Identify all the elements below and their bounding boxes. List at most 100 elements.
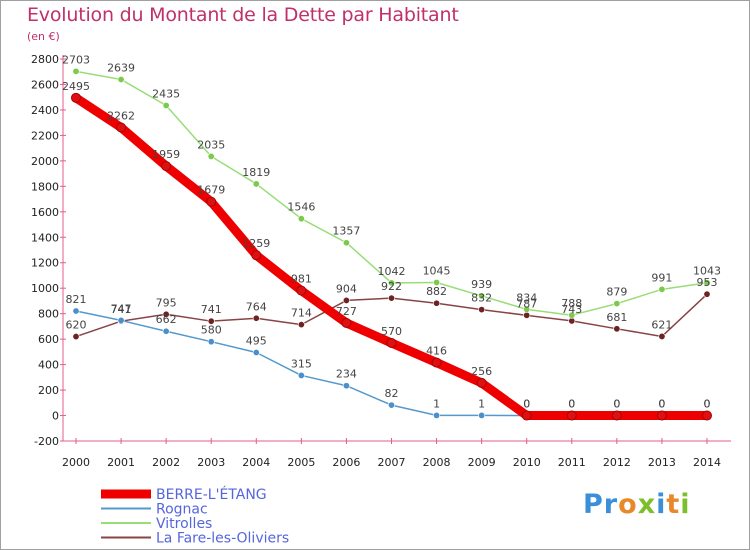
- data-label: 953: [697, 276, 718, 289]
- series-line: [75, 70, 708, 316]
- data-point: [72, 67, 80, 75]
- x-tick-label: 2001: [107, 456, 135, 469]
- data-point: [387, 294, 395, 302]
- x-tick-label: 2004: [242, 456, 270, 469]
- data-point: [658, 332, 666, 340]
- data-point: [387, 401, 395, 409]
- data-label: 787: [516, 297, 537, 310]
- data-point: [206, 196, 217, 207]
- data-point: [161, 161, 172, 172]
- y-tick-label: 800: [38, 308, 59, 321]
- data-label: 714: [291, 307, 312, 320]
- y-tick-label: 1800: [31, 180, 59, 193]
- data-label: 939: [471, 278, 492, 291]
- data-label: 741: [201, 303, 222, 316]
- data-point: [386, 337, 397, 348]
- data-label: 1546: [287, 201, 315, 214]
- data-label: 0: [523, 398, 530, 411]
- data-point: [297, 371, 305, 379]
- data-point: [523, 305, 531, 313]
- data-point: [342, 239, 350, 247]
- data-point: [162, 101, 170, 109]
- data-label: 1043: [693, 265, 721, 278]
- x-tick-label: 2007: [378, 456, 406, 469]
- data-label: 0: [704, 398, 711, 411]
- data-point: [433, 278, 441, 286]
- data-point: [476, 377, 487, 388]
- x-tick-label: 2009: [468, 456, 496, 469]
- data-label: 2435: [152, 87, 180, 100]
- data-point: [117, 316, 125, 324]
- data-point: [297, 321, 305, 329]
- data-point: [342, 296, 350, 304]
- data-point: [342, 382, 350, 390]
- data-point: [252, 180, 260, 188]
- data-point: [478, 411, 486, 419]
- data-label: 0: [568, 398, 575, 411]
- data-label: 795: [156, 296, 177, 309]
- data-label: 0: [613, 398, 620, 411]
- data-label: 991: [651, 271, 672, 284]
- data-point: [207, 317, 215, 325]
- x-tick-label: 2010: [513, 456, 541, 469]
- data-label: 741: [111, 303, 132, 316]
- data-point: [162, 327, 170, 335]
- data-point: [252, 314, 260, 322]
- data-label: 2262: [107, 110, 135, 123]
- data-point: [72, 307, 80, 315]
- data-point: [207, 152, 215, 160]
- y-tick-label: 1000: [31, 282, 59, 295]
- data-label: 981: [291, 273, 312, 286]
- y-tick-label: 2000: [31, 155, 59, 168]
- data-point: [252, 349, 260, 357]
- y-tick-label: 2400: [31, 104, 59, 117]
- x-tick-label: 2012: [603, 456, 631, 469]
- data-point: [207, 338, 215, 346]
- data-label: 580: [201, 324, 222, 337]
- data-point: [433, 411, 441, 419]
- y-tick-label: 200: [38, 384, 59, 397]
- proxiti-logo: Proxiti: [583, 489, 691, 520]
- data-point: [703, 279, 711, 287]
- legend-label: Vitrolles: [156, 516, 212, 532]
- x-tick-label: 2003: [197, 456, 225, 469]
- data-label: 904: [336, 282, 357, 295]
- chart-subtitle: (en €): [27, 30, 60, 43]
- data-point: [117, 76, 125, 84]
- legend-label: Rognac: [156, 502, 208, 518]
- data-label: 0: [658, 398, 665, 411]
- data-label: 1679: [197, 184, 225, 197]
- data-label: 764: [246, 300, 267, 313]
- data-point: [703, 290, 711, 298]
- data-point: [251, 250, 262, 261]
- data-label: 315: [291, 357, 312, 370]
- data-label: 82: [385, 387, 399, 400]
- data-label: 256: [471, 365, 492, 378]
- data-point: [71, 92, 81, 103]
- data-label: 0: [658, 398, 665, 411]
- data-label: 832: [471, 292, 492, 305]
- y-tick-label: 2800: [31, 53, 59, 66]
- chart-title: Evolution du Montant de la Dette par Hab…: [27, 4, 459, 26]
- data-point: [341, 317, 352, 328]
- x-tick-label: 2008: [423, 456, 451, 469]
- data-label: 2495: [62, 80, 90, 93]
- y-tick-label: 1400: [31, 231, 59, 244]
- data-label: 882: [426, 285, 447, 298]
- data-label: 1045: [423, 264, 451, 277]
- data-point: [702, 410, 712, 421]
- data-label: 1259: [242, 237, 270, 250]
- data-label: 0: [704, 398, 711, 411]
- data-point: [656, 410, 667, 421]
- data-point: [613, 300, 621, 308]
- data-label: 834: [516, 291, 537, 304]
- data-point: [387, 279, 395, 287]
- data-point: [296, 285, 307, 296]
- data-point: [521, 410, 532, 421]
- data-label: 747: [111, 302, 132, 315]
- data-label: 1357: [332, 225, 360, 238]
- x-tick-label: 2002: [152, 456, 180, 469]
- data-point: [72, 333, 80, 341]
- data-label: 495: [246, 335, 267, 348]
